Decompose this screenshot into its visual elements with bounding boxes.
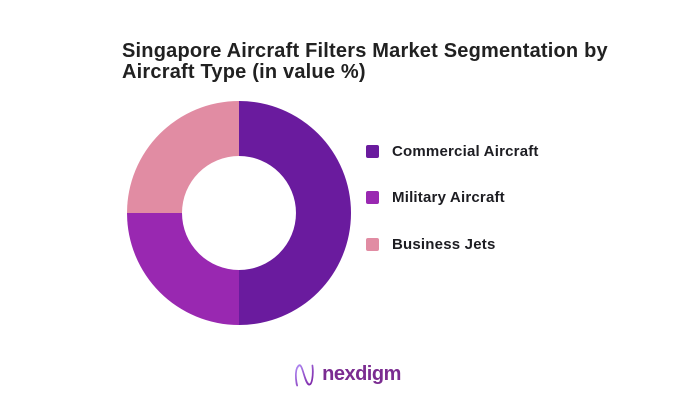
- donut-segment-business-jets: [127, 101, 239, 213]
- legend-label-commercial-aircraft: Commercial Aircraft: [392, 142, 539, 160]
- legend-item-commercial-aircraft: Commercial Aircraft: [366, 142, 539, 160]
- legend-swatch-commercial-aircraft-icon: [366, 144, 379, 158]
- donut-segment-military-aircraft: [127, 213, 239, 325]
- legend-item-military-aircraft: Military Aircraft: [366, 189, 539, 206]
- nexdigm-logo: nexdigm: [293, 361, 401, 388]
- legend-item-business-jets: Business Jets: [366, 235, 539, 253]
- donut-chart-svg: [127, 101, 351, 325]
- legend-swatch-military-aircraft-icon: [366, 191, 379, 204]
- nexdigm-wave-n-icon: [295, 364, 314, 387]
- nexdigm-wordmark: nexdigm: [322, 363, 401, 385]
- donut-segment-commercial-aircraft: [239, 101, 351, 325]
- legend-swatch-business-jets-icon: [366, 237, 379, 251]
- donut-chart: [124, 98, 354, 328]
- chart-title: Singapore Aircraft Filters Market Segmen…: [122, 41, 622, 83]
- legend-label-military-aircraft: Military Aircraft: [392, 189, 505, 206]
- legend-label-business-jets: Business Jets: [392, 235, 496, 253]
- chart-title-line-2: Aircraft Type (in value %): [122, 61, 366, 83]
- chart-legend: Commercial Aircraft Military Aircraft Bu…: [366, 142, 539, 253]
- chart-title-line-1: Singapore Aircraft Filters Market Segmen…: [122, 40, 608, 62]
